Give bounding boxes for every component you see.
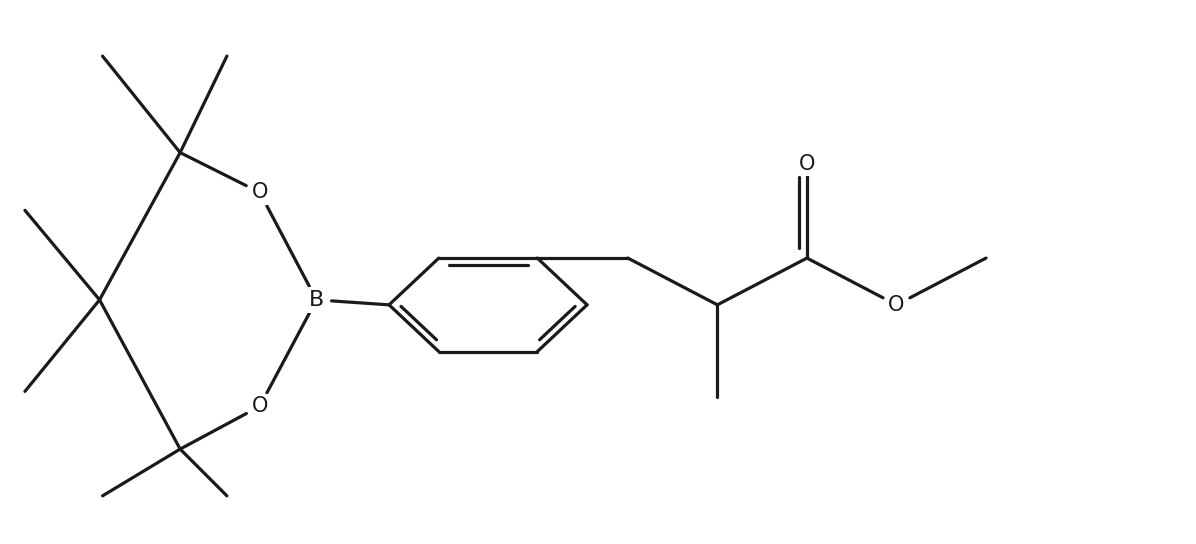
- Text: B: B: [309, 290, 324, 310]
- Text: O: O: [251, 397, 268, 416]
- Text: O: O: [889, 295, 904, 315]
- Text: O: O: [251, 182, 268, 202]
- Text: O: O: [799, 153, 816, 174]
